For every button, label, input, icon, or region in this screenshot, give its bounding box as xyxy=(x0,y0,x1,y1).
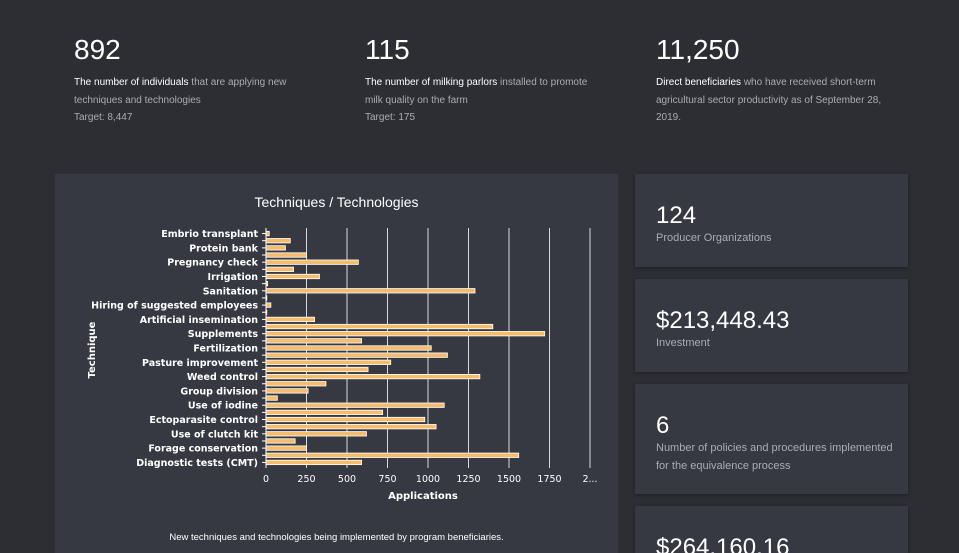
kpi-label: Producer Organizations xyxy=(656,232,772,244)
x-tick-label: 0 xyxy=(263,474,269,485)
bar xyxy=(265,381,327,387)
kpi-label: Investment xyxy=(656,337,710,349)
stat-target: Target: 175 xyxy=(365,112,416,123)
bar xyxy=(265,316,315,323)
kpi-value: 6 xyxy=(656,412,670,439)
y-category-label: Embrio transplant xyxy=(161,229,258,240)
stat-text: who have received short-term agricultura… xyxy=(656,77,882,123)
y-category-label: Hiring of suggested employees xyxy=(91,301,258,312)
stat-description: The number of milking parlors installed … xyxy=(365,74,600,109)
techniques-bar-chart: 0 250 500 750 1000 1250 1500 1750 2... Embrio tra… xyxy=(87,228,598,502)
bar xyxy=(265,331,546,337)
x-tick-label: 1250 xyxy=(456,474,480,485)
bar xyxy=(265,395,278,401)
bar xyxy=(265,288,476,294)
stat-bold: The number of individuals xyxy=(74,77,189,88)
bar xyxy=(265,252,307,258)
y-category-label: Protein bank xyxy=(189,243,258,254)
bar xyxy=(265,366,369,373)
stat-value: 892 xyxy=(74,34,121,65)
x-axis-title: Applications xyxy=(388,491,458,502)
x-tick-label: 750 xyxy=(378,474,396,485)
y-category-label: Diagnostic tests (CMT) xyxy=(136,458,258,469)
kpi-label: Number of policies and procedures implem… xyxy=(656,442,893,472)
bar xyxy=(265,409,384,415)
x-tick-label: 1750 xyxy=(537,474,561,485)
stat-description: Direct beneficiaries who have received s… xyxy=(656,74,894,127)
kpi-value: $213,448.43 xyxy=(656,307,790,334)
stat-description: The number of individuals that are apply… xyxy=(74,74,314,109)
kpi-producer-organizations: 124 Producer Organizations xyxy=(635,174,908,267)
y-category-label: Forage conservation xyxy=(148,444,258,455)
stat-individuals: 892 The number of individuals that are a… xyxy=(74,34,314,126)
bar xyxy=(265,323,494,330)
bar xyxy=(265,424,437,430)
bar xyxy=(265,445,307,451)
y-category-label: Pregnancy check xyxy=(167,258,258,269)
bar xyxy=(265,259,359,265)
y-category-label: Group division xyxy=(180,386,258,397)
bar xyxy=(265,266,294,272)
y-category-label: Use of iodine xyxy=(188,401,258,412)
y-category-label: Ectoparasite control xyxy=(149,415,258,426)
stat-value: 11,250 xyxy=(656,34,740,65)
chart-caption: New techniques and technologies being im… xyxy=(169,532,504,543)
bar xyxy=(265,245,286,251)
x-tick-label: 1000 xyxy=(416,474,440,485)
bar xyxy=(265,352,448,358)
bar xyxy=(265,402,445,408)
stat-text: installed to promote milk quality on the… xyxy=(365,77,588,106)
stat-text: that are applying new techniques and tec… xyxy=(74,77,287,106)
y-category-label: Weed control xyxy=(187,372,258,383)
kpi-amount: $264,160.16 xyxy=(635,506,908,553)
y-category-label: Sanitation xyxy=(203,286,259,297)
stat-direct-beneficiaries: 11,250 Direct beneficiaries who have rec… xyxy=(656,34,894,127)
stat-bold: The number of milking parlors xyxy=(365,77,498,88)
y-category-label: Pasture improvement xyxy=(142,358,258,369)
bar xyxy=(265,373,481,380)
kpi-policies: 6 Number of policies and procedures impl… xyxy=(635,384,908,494)
y-category-label: Fertilization xyxy=(193,344,258,355)
stat-milking-parlors: 115 The number of milking parlors instal… xyxy=(365,34,600,126)
kpi-value: $264,160.16 xyxy=(656,534,790,553)
y-category-label: Supplements xyxy=(188,329,259,340)
x-tick-label: 2... xyxy=(582,474,597,485)
chart-card: 0 250 500 750 1000 1250 1500 1750 2... Embrio tra… xyxy=(55,174,618,553)
bar xyxy=(265,431,367,437)
x-tick-label: 1500 xyxy=(497,474,521,485)
bar xyxy=(265,459,362,466)
x-tick-label: 250 xyxy=(297,474,315,485)
bar xyxy=(265,416,426,423)
bar xyxy=(265,302,272,308)
stat-target: Target: 8,447 xyxy=(74,112,133,123)
stat-value: 115 xyxy=(365,34,410,65)
stat-bold: Direct beneficiaries xyxy=(656,77,742,88)
y-category-label: Irrigation xyxy=(208,272,259,283)
y-category-label: Artificial insemination xyxy=(140,315,259,326)
bar xyxy=(265,273,320,280)
bar xyxy=(265,345,432,351)
x-tick-label: 500 xyxy=(338,474,356,485)
y-category-label: Use of clutch kit xyxy=(171,429,259,440)
chart-title: Techniques / Technologies xyxy=(254,194,419,210)
kpi-value: 124 xyxy=(656,202,697,229)
bar xyxy=(265,438,296,444)
bar xyxy=(265,388,309,394)
bar xyxy=(265,338,362,344)
bar xyxy=(265,238,291,244)
bar xyxy=(265,359,392,365)
bar xyxy=(265,452,520,458)
y-axis-title: Technique xyxy=(87,321,98,378)
kpi-investment: $213,448.43 Investment xyxy=(635,279,908,372)
